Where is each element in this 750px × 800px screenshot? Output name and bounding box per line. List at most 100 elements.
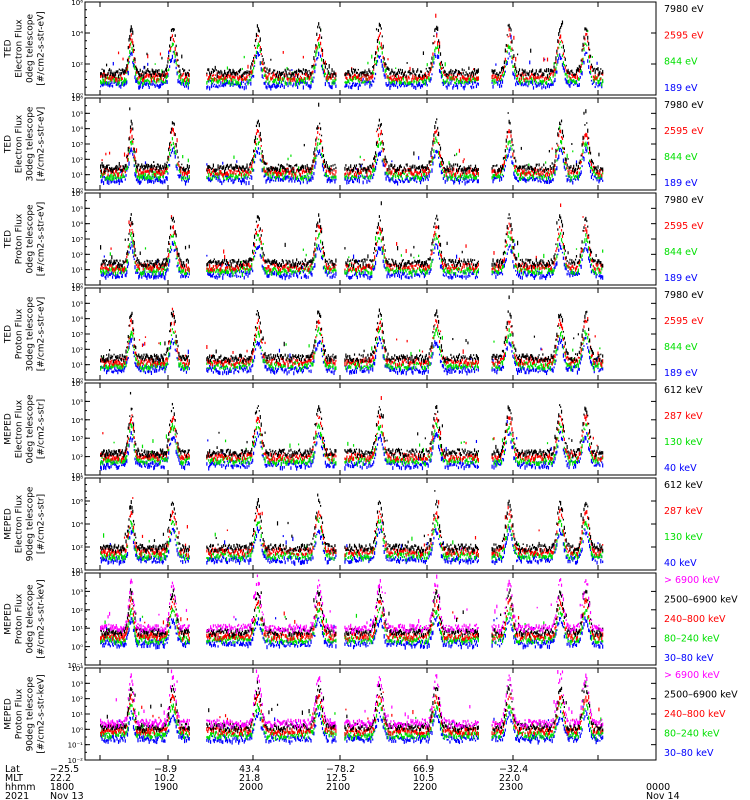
data-point: [277, 163, 280, 166]
data-point: [385, 176, 387, 181]
data-point: [151, 76, 153, 79]
data-point: [152, 76, 154, 79]
data-point: [183, 77, 186, 82]
data-point: [389, 81, 391, 84]
data-point: [569, 76, 571, 81]
data-point: [117, 165, 119, 169]
data-point: [109, 71, 111, 76]
data-point: [132, 30, 134, 35]
data-point: [345, 80, 347, 84]
data-point: [291, 78, 293, 81]
data-point: [310, 72, 312, 77]
data-point: [441, 168, 443, 171]
data-point: [134, 66, 136, 71]
data-point: [377, 143, 380, 148]
data-point: [444, 62, 446, 67]
data-point: [464, 77, 466, 81]
data-point: [311, 71, 313, 75]
data-point: [465, 275, 467, 280]
data-point: [360, 76, 362, 79]
data-point: [355, 83, 358, 87]
data-point: [107, 169, 109, 173]
data-point: [135, 77, 138, 80]
data-point: [253, 58, 255, 63]
data-point: [297, 85, 299, 89]
data-point: [502, 74, 505, 77]
data-point: [499, 175, 501, 180]
y-axis-label: TED Electron Flux 0deg telescope [#/cm2-s-s…: [4, 11, 47, 86]
data-point: [445, 172, 447, 177]
data-point: [335, 72, 337, 76]
data-point: [575, 175, 578, 178]
data-point: [588, 55, 590, 59]
data-point: [148, 73, 150, 76]
data-point: [417, 77, 419, 82]
data-point: [283, 73, 285, 78]
data-point: [565, 158, 567, 162]
data-point: [507, 112, 509, 114]
data-point: [150, 180, 153, 184]
data-point: [436, 33, 438, 38]
data-point: [158, 72, 160, 77]
data-point: [323, 158, 326, 164]
data-point: [554, 72, 556, 77]
data-point: [135, 148, 138, 153]
data-point: [182, 78, 184, 83]
data-point: [584, 42, 586, 45]
data-point: [524, 81, 526, 85]
data-point: [511, 39, 513, 44]
data-point: [135, 65, 137, 68]
data-point: [107, 173, 109, 177]
data-point: [134, 164, 136, 167]
data-point: [568, 84, 570, 87]
data-point: [211, 167, 214, 170]
data-point: [263, 67, 265, 72]
data-point: [388, 76, 390, 79]
data-point: [253, 250, 256, 252]
data-point: [314, 50, 316, 53]
data-point: [280, 80, 282, 84]
data-point: [170, 36, 173, 39]
data-point: [542, 79, 544, 84]
data-point: [588, 141, 590, 146]
data-point: [126, 64, 129, 69]
data-point: [455, 168, 458, 173]
y-tick-label: 10²: [71, 61, 83, 69]
data-point: [421, 76, 424, 81]
data-point: [354, 68, 357, 72]
data-point: [144, 81, 146, 86]
data-point: [366, 81, 368, 85]
data-point: [269, 72, 271, 75]
data-point: [382, 142, 384, 146]
data-point: [517, 83, 520, 86]
data-point: [305, 253, 307, 257]
data-point: [585, 51, 587, 54]
data-point: [418, 81, 421, 87]
data-point: [386, 75, 388, 79]
data-point: [275, 77, 277, 82]
data-point: [549, 83, 551, 86]
data-point: [320, 64, 323, 68]
data-point: [260, 144, 262, 147]
data-point: [452, 70, 454, 73]
data-point: [302, 177, 304, 182]
data-point: [399, 80, 402, 85]
data-point: [512, 49, 514, 52]
data-point: [401, 76, 403, 80]
data-point: [287, 168, 289, 173]
data-point: [116, 167, 118, 172]
data-point: [111, 84, 114, 88]
legend-entry: 844 eV: [664, 247, 698, 258]
data-point: [124, 178, 126, 181]
data-point: [352, 82, 355, 84]
data-point: [382, 44, 384, 49]
data-point: [230, 82, 232, 86]
data-point: [325, 63, 327, 65]
data-point: [538, 172, 540, 177]
data-point: [144, 161, 147, 165]
data-point: [392, 75, 394, 78]
data-point: [357, 68, 359, 71]
data-point: [307, 176, 309, 181]
data-point: [329, 275, 331, 279]
data-point: [600, 77, 602, 81]
